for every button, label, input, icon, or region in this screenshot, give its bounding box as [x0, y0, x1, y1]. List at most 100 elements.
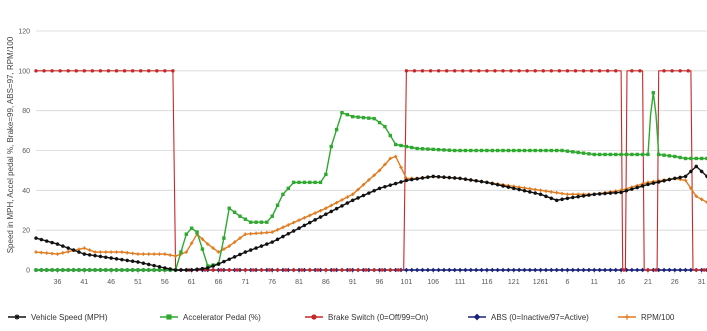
data-point — [259, 220, 264, 224]
data-point — [576, 194, 580, 199]
data-point — [324, 172, 328, 177]
data-point — [351, 192, 355, 197]
data-point — [388, 268, 392, 272]
data-point — [549, 267, 554, 273]
data-point — [404, 144, 409, 149]
data-point — [146, 262, 151, 267]
data-point — [565, 192, 570, 197]
data-point — [125, 258, 130, 263]
data-point — [485, 69, 489, 73]
data-point — [106, 69, 111, 73]
data-point — [141, 261, 146, 266]
data-point — [152, 252, 156, 256]
data-point — [667, 154, 672, 158]
data-point — [227, 206, 231, 210]
data-point — [410, 145, 414, 150]
data-point — [694, 164, 699, 169]
data-point — [426, 175, 430, 179]
data-point — [549, 196, 554, 201]
data-point — [431, 174, 436, 179]
data-point — [516, 267, 522, 273]
data-point — [517, 148, 521, 153]
data-point — [216, 262, 221, 266]
data-point — [522, 148, 527, 153]
data-point — [677, 267, 683, 273]
grid — [36, 30, 707, 274]
data-point — [39, 250, 44, 255]
data-point — [672, 267, 678, 273]
data-point — [699, 169, 704, 174]
data-point — [216, 250, 221, 254]
data-point — [166, 314, 172, 320]
data-point — [557, 69, 562, 73]
data-point — [495, 148, 500, 153]
x-tick-label: 116 — [481, 279, 492, 286]
data-point — [635, 267, 640, 273]
data-point — [157, 268, 162, 272]
data-point — [90, 69, 95, 73]
data-point — [267, 268, 272, 272]
data-point — [130, 268, 135, 272]
x-tick-label: 21 — [644, 279, 652, 286]
data-point — [372, 116, 376, 121]
data-point — [538, 148, 543, 153]
data-point — [624, 152, 629, 157]
data-point — [705, 156, 707, 161]
data-point — [485, 148, 489, 153]
data-point — [485, 180, 489, 185]
data-point — [82, 268, 87, 272]
data-point — [34, 236, 38, 240]
data-point — [302, 223, 307, 228]
data-point — [211, 246, 215, 250]
data-point — [356, 115, 360, 119]
data-point — [613, 190, 618, 195]
data-point — [82, 69, 87, 73]
x-tick-label: 46 — [107, 279, 115, 286]
data-point — [14, 314, 20, 320]
data-point — [453, 69, 457, 73]
legend-item-brake: Brake Switch (0=Off/99=On) — [305, 313, 429, 322]
data-point — [452, 176, 457, 180]
data-point — [495, 182, 500, 187]
data-point — [399, 165, 403, 170]
data-point — [61, 268, 65, 272]
data-point — [538, 188, 543, 193]
data-point — [364, 268, 368, 272]
data-point — [662, 178, 666, 183]
x-tick-label: 86 — [322, 279, 330, 286]
series-rpm — [34, 154, 707, 258]
data-point — [377, 168, 382, 173]
data-point — [211, 268, 215, 272]
data-point — [238, 252, 242, 257]
data-point — [699, 156, 704, 161]
data-point — [34, 268, 38, 272]
data-point — [603, 152, 607, 157]
data-point — [340, 110, 344, 115]
data-point — [501, 184, 505, 188]
data-point — [409, 267, 414, 273]
data-point — [506, 148, 511, 153]
x-tick-label: 1261 — [533, 279, 549, 286]
data-point — [138, 69, 143, 73]
data-point — [104, 250, 108, 254]
data-point — [380, 268, 384, 272]
data-point — [114, 69, 119, 73]
data-point — [630, 187, 634, 191]
data-point — [383, 124, 387, 129]
data-point — [87, 248, 92, 252]
data-point — [350, 198, 355, 203]
data-point — [114, 268, 119, 272]
legend-label: Vehicle Speed (MPH) — [31, 313, 108, 322]
y-tick-label: 20 — [22, 228, 30, 235]
data-point — [689, 169, 693, 174]
data-point — [211, 264, 215, 268]
data-point — [283, 268, 288, 272]
y-tick-labels: 0 20 40 60 80 100 120 — [18, 29, 30, 275]
data-point — [447, 148, 452, 152]
x-tick-label: 56 — [161, 279, 169, 286]
data-point — [511, 267, 516, 273]
legend-item-abs: ABS (0=Inactive/97=Active) — [468, 313, 589, 322]
data-point — [662, 69, 666, 73]
data-point — [383, 184, 387, 189]
data-point — [235, 268, 239, 272]
